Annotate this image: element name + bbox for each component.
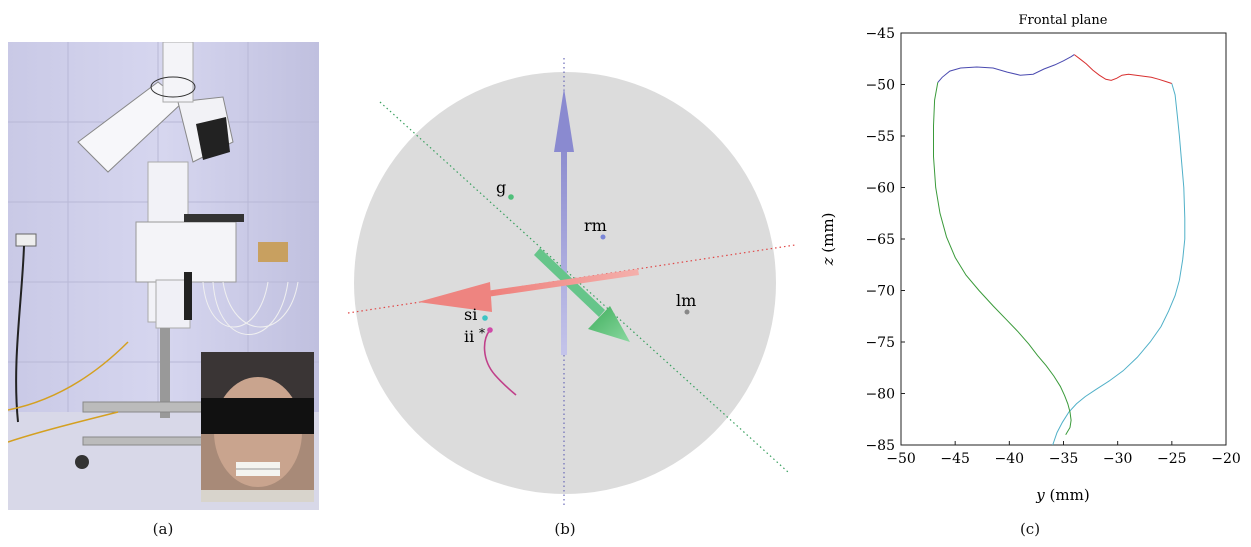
subject-face-inset xyxy=(201,352,314,502)
landmark-si: si xyxy=(464,305,488,324)
y-tick-label: −80 xyxy=(865,387,895,403)
landmark-label-lm: lm xyxy=(676,291,696,310)
x-tick-label: −30 xyxy=(1103,451,1133,467)
y-tick-label: −65 xyxy=(865,232,895,248)
frontal-plane-chart-panel: Frontal plane −50 −45 −40 −35 −30 −25 −20 −45−… xyxy=(815,10,1245,510)
landmark-label-ii: ii xyxy=(464,327,474,346)
caption-c: (c) xyxy=(1019,520,1041,538)
y-tick-label: −85 xyxy=(865,438,895,454)
landmark-g: g xyxy=(496,178,514,200)
plot-frame xyxy=(900,32,1227,446)
y-ticks: −45 −50 −55 −60 −65 −70 −75 −80 −85 xyxy=(865,26,905,454)
landmark-label-si: si xyxy=(464,305,477,324)
y-tick-label: −60 xyxy=(865,181,895,197)
y-tick-label: −50 xyxy=(865,78,895,94)
series-line-2 xyxy=(1073,54,1172,84)
x-ticks: −50 −45 −40 −35 −30 −25 −20 xyxy=(886,441,1241,467)
y-tick-label: −45 xyxy=(865,26,895,42)
series-line-3 xyxy=(1052,83,1186,446)
x-tick-label: −45 xyxy=(940,451,970,467)
x-axis-label: y (mm) xyxy=(1035,486,1089,504)
y-tick-label: −55 xyxy=(865,129,895,145)
tracker-photo xyxy=(7,41,319,510)
landmark-ii: ii * xyxy=(464,326,493,346)
x-tick-label: −50 xyxy=(886,451,916,467)
series-line-1 xyxy=(937,54,1075,83)
x-axis-arrow xyxy=(418,269,639,312)
landmark-lm: lm xyxy=(676,291,696,315)
landmark-rm: rm xyxy=(584,216,607,240)
frontal-plane-chart: Frontal plane −50 −45 −40 −35 −30 −25 −20 −45−… xyxy=(819,13,1241,504)
caption-b: (b) xyxy=(554,520,576,538)
y-tick-label: −75 xyxy=(865,335,895,351)
y-tick-label: −70 xyxy=(865,284,895,300)
landmark-label-rm: rm xyxy=(584,216,607,235)
coordinate-system-panel: g rm lm si ii * xyxy=(330,40,800,510)
series-line-4 xyxy=(933,82,1072,435)
y-axis-label: z (mm) xyxy=(819,213,837,267)
x-tick-label: −35 xyxy=(1049,451,1079,467)
series-group xyxy=(933,54,1186,446)
caption-a: (a) xyxy=(152,520,174,538)
x-tick-label: −25 xyxy=(1157,451,1187,467)
landmark-marker-ii: * xyxy=(479,326,485,340)
coordinate-sphere-figure: g rm lm si ii * xyxy=(347,58,796,505)
x-tick-label: −40 xyxy=(995,451,1025,467)
landmark-label-g: g xyxy=(496,178,506,197)
x-tick-label: −20 xyxy=(1211,451,1241,467)
incisor-path xyxy=(483,329,517,396)
y-axis-line xyxy=(379,101,789,473)
photo-panel xyxy=(7,41,319,510)
z-axis-arrow xyxy=(554,88,574,355)
chart-title: Frontal plane xyxy=(1019,13,1108,28)
